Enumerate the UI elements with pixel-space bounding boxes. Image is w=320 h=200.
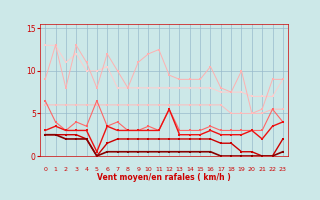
X-axis label: Vent moyen/en rafales ( km/h ): Vent moyen/en rafales ( km/h ) bbox=[97, 174, 231, 182]
